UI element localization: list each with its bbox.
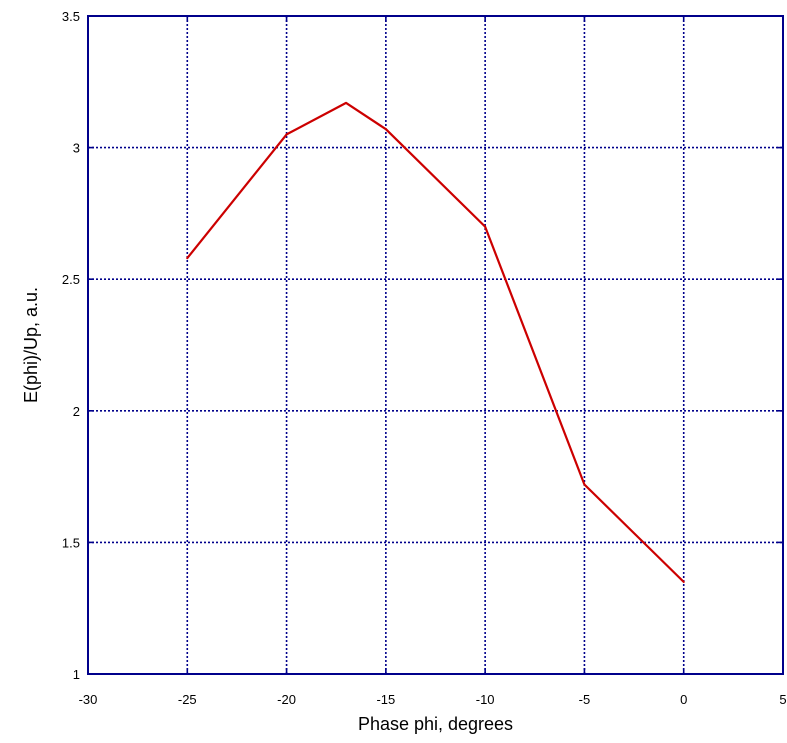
plot-background [88, 16, 783, 674]
x-tick-label: -10 [476, 692, 495, 707]
x-tick-label: 0 [680, 692, 687, 707]
y-tick-labels: 1 1.5 2 2.5 3 3.5 [62, 9, 80, 682]
x-tick-label: -5 [579, 692, 591, 707]
x-tick-labels: -30 -25 -20 -15 -10 -5 0 5 [79, 692, 787, 707]
y-axis-title: E(phi)/Up, a.u. [21, 287, 41, 403]
x-tick-label: -20 [277, 692, 296, 707]
y-tick-label: 3 [73, 141, 80, 156]
y-tick-label: 1 [73, 667, 80, 682]
x-axis-title: Phase phi, degrees [358, 714, 513, 734]
tick-marks [87, 15, 784, 675]
x-tick-label: -30 [79, 692, 98, 707]
grid-lines [87, 15, 784, 675]
x-tick-label: -25 [178, 692, 197, 707]
y-tick-label: 2.5 [62, 272, 80, 287]
y-tick-label: 2 [73, 404, 80, 419]
x-tick-label: -15 [376, 692, 395, 707]
series-line [186, 101, 685, 584]
x-tick-label: 5 [779, 692, 786, 707]
plot-frame [87, 15, 784, 675]
data-series [186, 101, 685, 584]
y-tick-label: 3.5 [62, 9, 80, 24]
y-tick-label: 1.5 [62, 535, 80, 550]
